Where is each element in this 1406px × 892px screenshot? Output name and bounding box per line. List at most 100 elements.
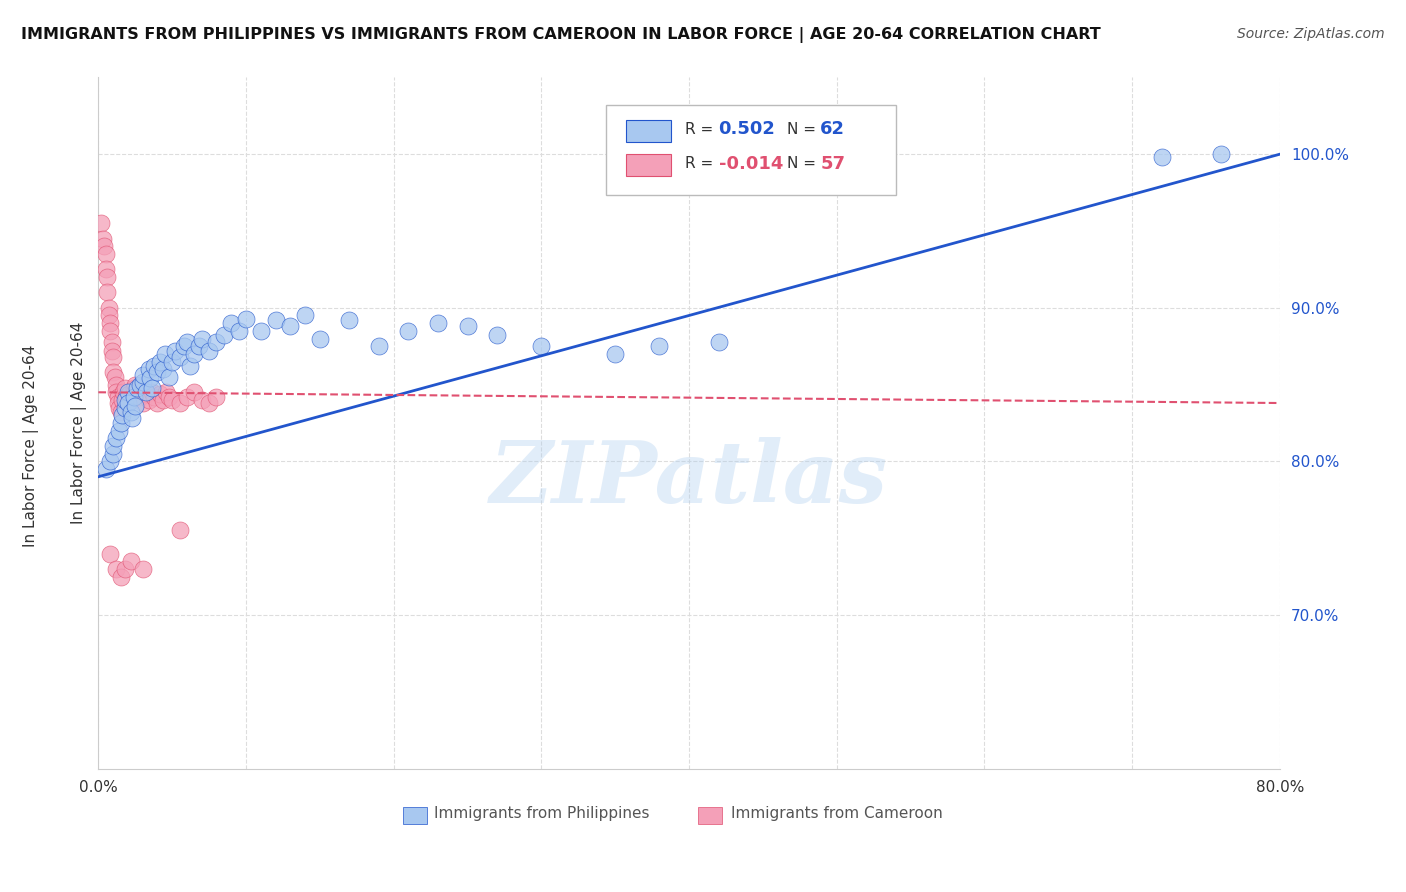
Point <box>152 362 174 376</box>
Point <box>122 390 145 404</box>
Point <box>135 386 157 401</box>
Point <box>117 396 139 410</box>
Point <box>457 319 479 334</box>
Point <box>398 324 420 338</box>
Point <box>114 562 136 576</box>
Point <box>143 359 166 373</box>
Point <box>131 562 153 576</box>
Point <box>139 371 162 385</box>
Point <box>107 396 129 410</box>
Point <box>125 381 148 395</box>
Point <box>294 309 316 323</box>
Point <box>530 339 553 353</box>
Point <box>264 313 287 327</box>
Point <box>135 385 157 400</box>
Point <box>101 350 124 364</box>
Point <box>228 324 250 338</box>
Point <box>120 405 142 419</box>
Point <box>101 365 124 379</box>
Text: R =: R = <box>686 156 718 171</box>
Point <box>648 339 671 353</box>
Point <box>308 332 330 346</box>
Point <box>165 343 187 358</box>
Point <box>183 385 205 400</box>
Point <box>160 392 183 407</box>
Point <box>183 347 205 361</box>
Point <box>96 270 118 285</box>
Text: -0.014: -0.014 <box>718 155 783 173</box>
Point <box>176 334 198 349</box>
Point <box>146 396 169 410</box>
Point <box>117 396 139 410</box>
Point <box>173 339 195 353</box>
Point <box>111 392 134 407</box>
Point <box>153 347 176 361</box>
Point <box>105 562 128 576</box>
Point <box>131 375 153 389</box>
Point <box>179 359 201 373</box>
Text: N =: N = <box>787 156 821 171</box>
Point <box>176 390 198 404</box>
FancyBboxPatch shape <box>606 105 896 195</box>
Point <box>104 370 127 384</box>
Point <box>155 385 177 400</box>
Point <box>98 316 121 330</box>
Y-axis label: In Labor Force | Age 20-64: In Labor Force | Age 20-64 <box>72 322 87 524</box>
Point <box>112 385 135 400</box>
Text: 62: 62 <box>820 120 845 138</box>
Point <box>101 439 124 453</box>
Point <box>124 377 146 392</box>
Point <box>138 362 160 376</box>
Point <box>149 354 172 368</box>
Text: In Labor Force | Age 20-64: In Labor Force | Age 20-64 <box>22 345 39 547</box>
Point <box>114 401 136 415</box>
Point <box>205 334 228 349</box>
Point <box>94 247 117 261</box>
Point <box>605 347 627 361</box>
Bar <box>627 120 671 142</box>
Bar <box>627 154 671 177</box>
Point <box>143 390 166 404</box>
Point <box>157 370 180 384</box>
Point <box>198 396 221 410</box>
Point <box>121 411 143 425</box>
Point <box>107 390 129 404</box>
Point <box>157 390 180 404</box>
Point <box>98 454 121 468</box>
Text: ZIPatlas: ZIPatlas <box>489 436 889 520</box>
Point <box>131 368 153 383</box>
Point <box>169 524 191 538</box>
Point <box>707 334 730 349</box>
Point <box>97 301 120 315</box>
Point <box>128 377 150 392</box>
Point <box>149 386 172 401</box>
Point <box>141 385 163 400</box>
Point <box>235 311 257 326</box>
Point <box>141 381 163 395</box>
Point <box>1209 147 1232 161</box>
Point <box>427 316 450 330</box>
Point <box>122 381 145 395</box>
Point <box>117 385 139 400</box>
Point <box>98 547 121 561</box>
Point <box>187 339 209 353</box>
Point <box>120 392 142 407</box>
Point <box>100 343 122 358</box>
Bar <box>699 806 723 824</box>
Point <box>94 262 117 277</box>
Point <box>115 390 138 404</box>
Text: Source: ZipAtlas.com: Source: ZipAtlas.com <box>1237 27 1385 41</box>
Point <box>120 554 142 568</box>
Point <box>124 399 146 413</box>
Point <box>108 401 131 415</box>
Point <box>138 392 160 407</box>
Point <box>212 328 235 343</box>
Point <box>114 392 136 407</box>
Text: 0.502: 0.502 <box>718 120 776 138</box>
Point <box>98 324 121 338</box>
Point <box>205 390 228 404</box>
Text: IMMIGRANTS FROM PHILIPPINES VS IMMIGRANTS FROM CAMEROON IN LABOR FORCE | AGE 20-: IMMIGRANTS FROM PHILIPPINES VS IMMIGRANT… <box>21 27 1101 43</box>
Text: 57: 57 <box>820 155 845 173</box>
Point <box>128 390 150 404</box>
Point <box>90 216 112 230</box>
